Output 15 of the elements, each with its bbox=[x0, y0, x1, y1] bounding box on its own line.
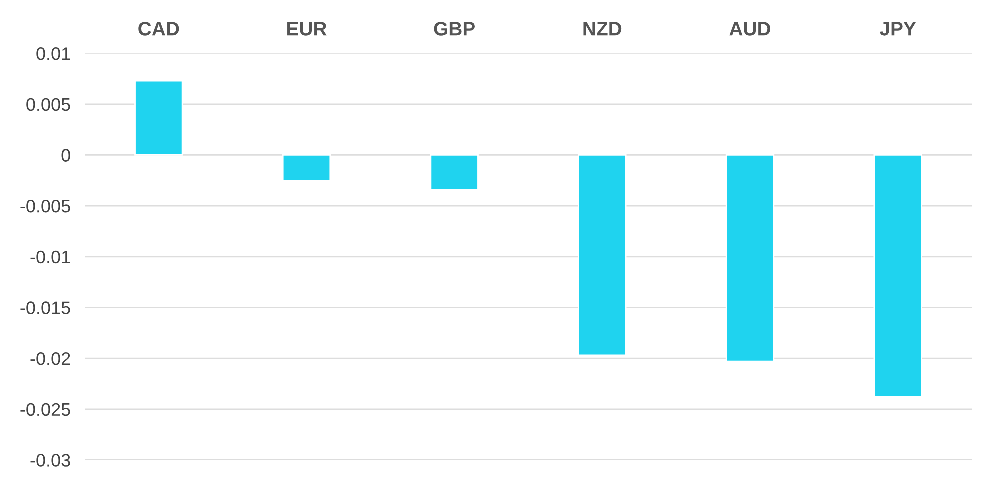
y-tick-label: -0.005 bbox=[20, 200, 70, 213]
x-tick-label: CAD bbox=[138, 22, 180, 36]
y-tick-label: 0.01 bbox=[36, 48, 70, 60]
y-tick-label: 0 bbox=[62, 149, 70, 162]
x-tick-label: NZD bbox=[584, 22, 622, 36]
y-tick-label: -0.01 bbox=[30, 250, 70, 264]
y-tick-label: -0.025 bbox=[20, 403, 70, 416]
y-tick-label: 0.005 bbox=[26, 98, 70, 112]
y-tick-label: -0.03 bbox=[30, 454, 70, 467]
x-tick-label: AUD bbox=[730, 22, 770, 36]
y-tick-label: -0.015 bbox=[20, 302, 70, 314]
y-tick-label: -0.02 bbox=[30, 352, 70, 366]
x-tick-label: EUR bbox=[288, 22, 327, 36]
x-tick-label: JPY bbox=[880, 22, 916, 36]
x-tick-label: GBP bbox=[434, 22, 475, 36]
